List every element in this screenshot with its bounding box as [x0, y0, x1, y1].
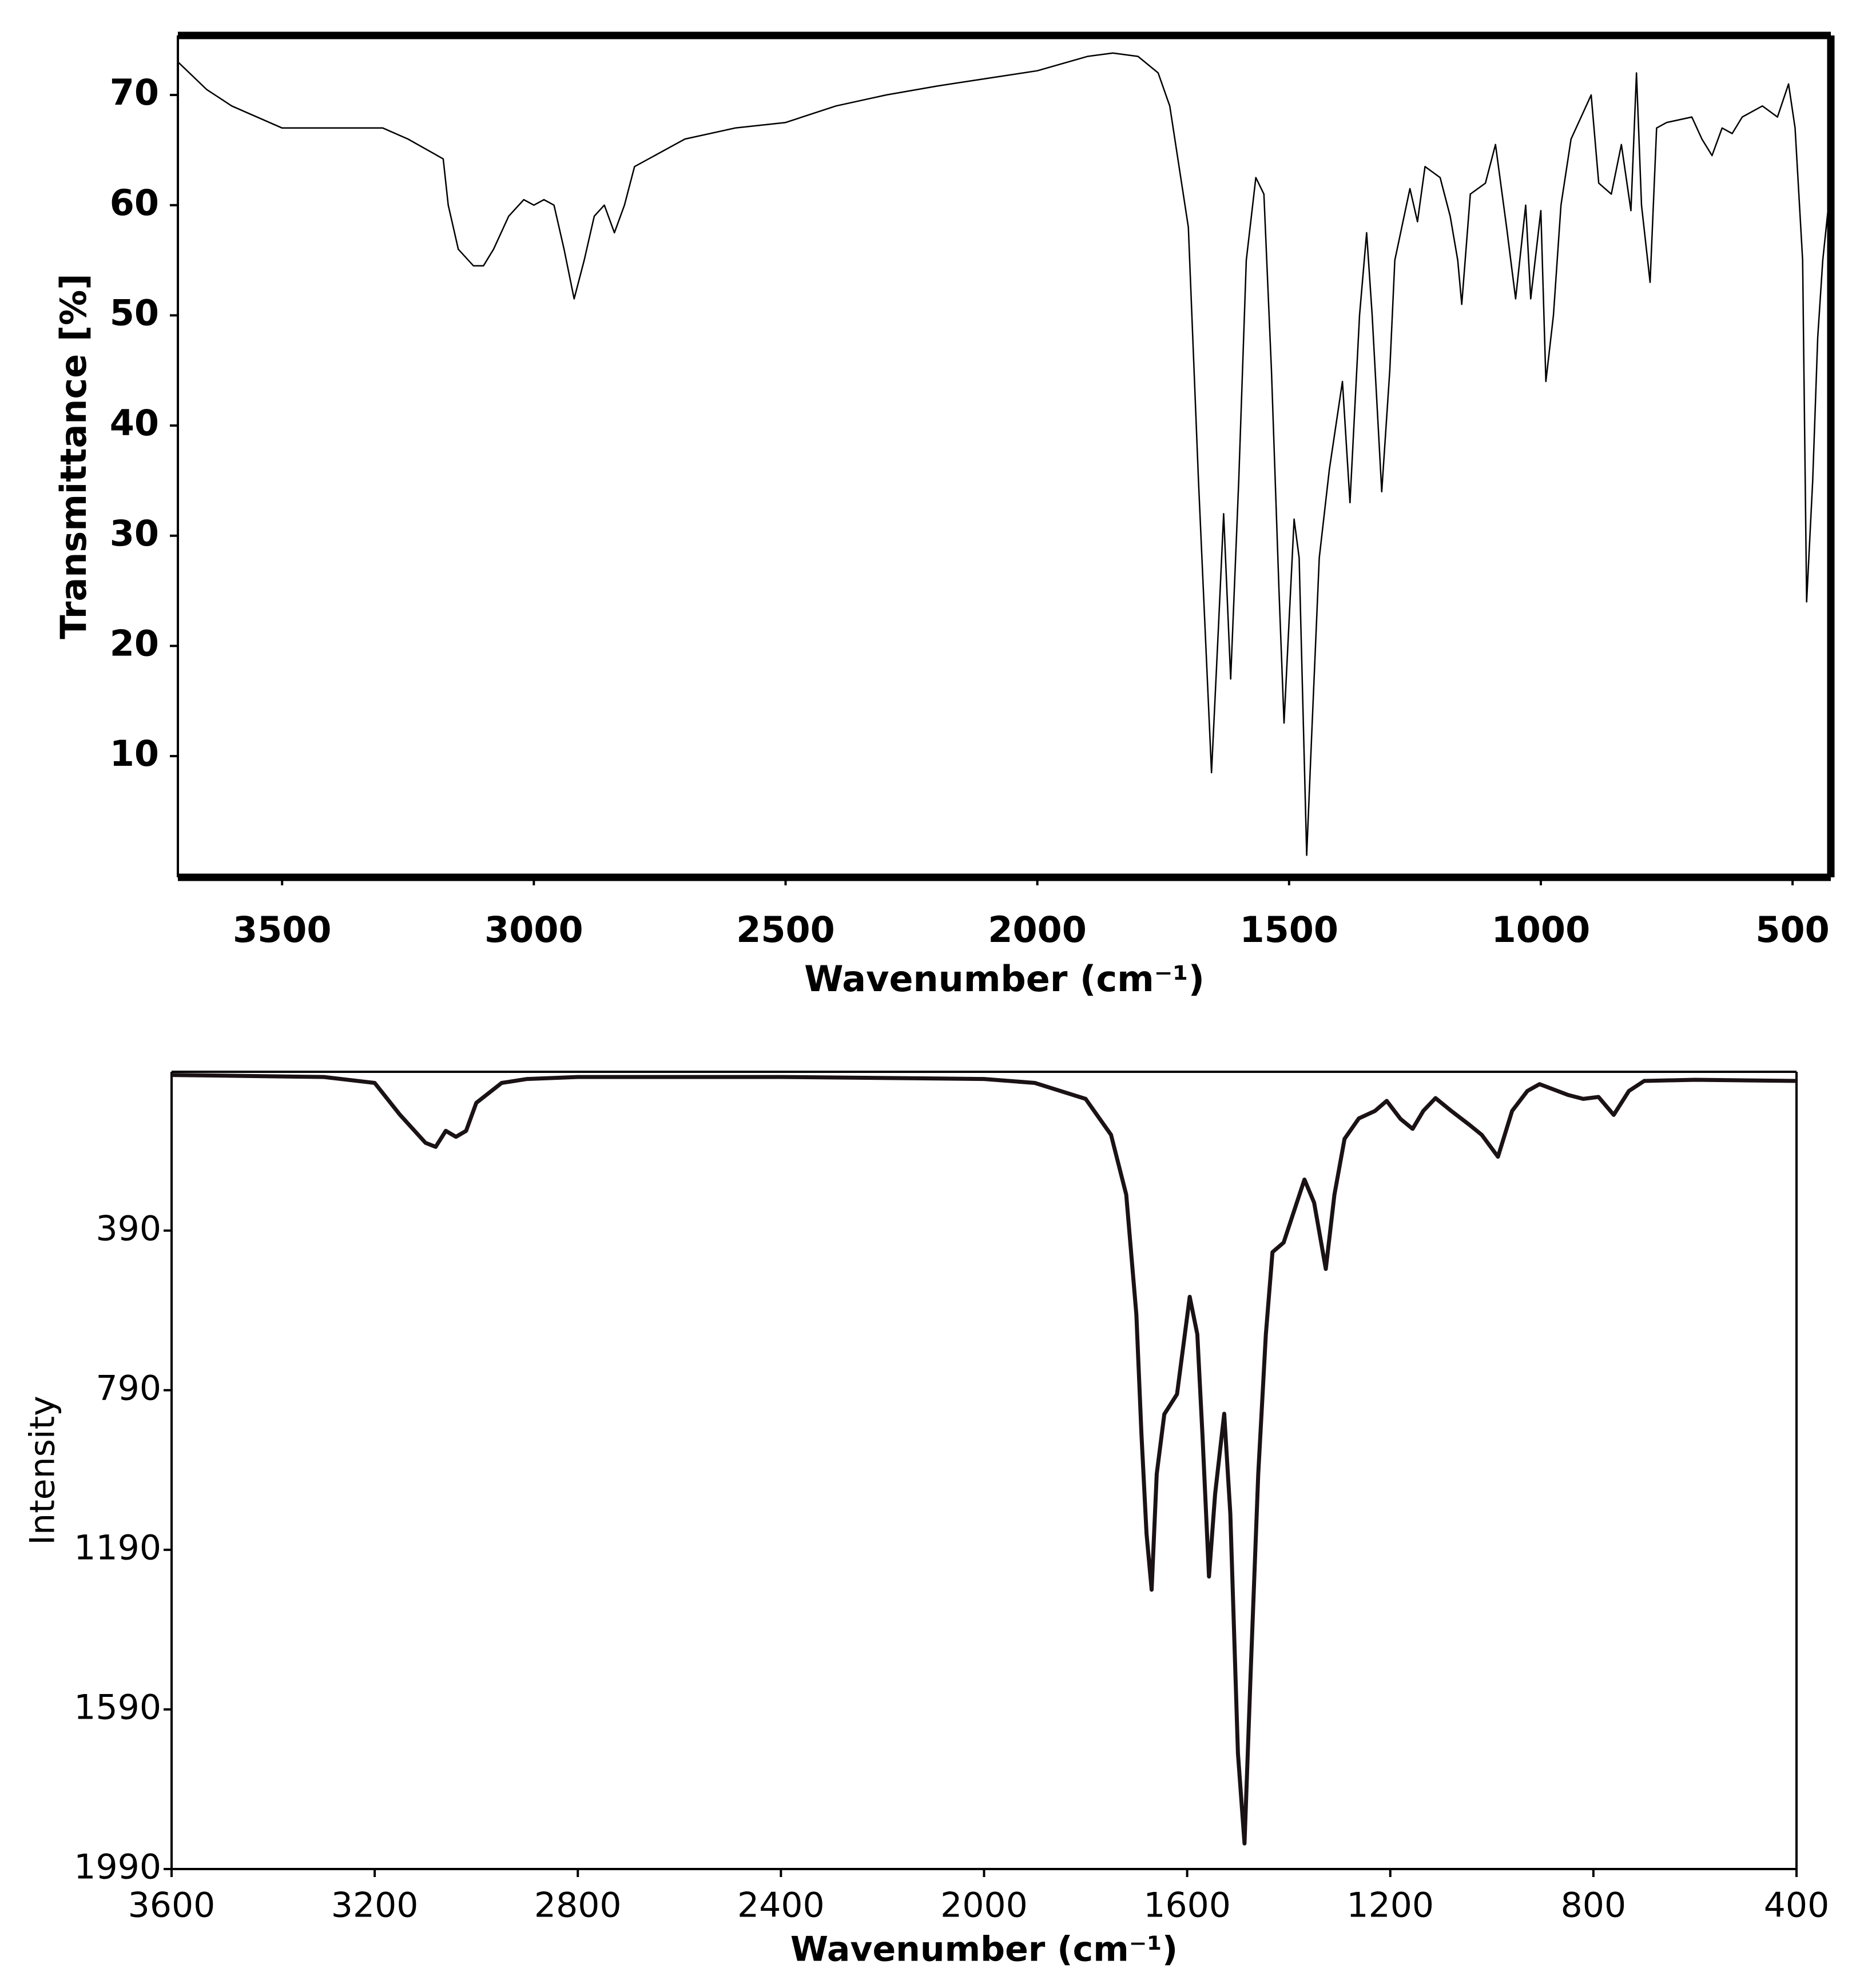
x-tick-label: 1200 [1346, 1886, 1434, 1926]
x-tick-label: 1500 [1240, 909, 1339, 951]
spectrum-line [177, 52, 1832, 856]
y-tick-label: 790 [96, 1368, 161, 1408]
y-axis-label: Intensity [23, 1395, 63, 1545]
x-tick-label: 400 [1764, 1886, 1830, 1926]
x-tick-label: 2800 [534, 1886, 622, 1926]
y-tick-label: 50 [110, 292, 159, 333]
y-tick-label: 1590 [74, 1688, 161, 1728]
y-tick-label: 70 [110, 71, 159, 113]
x-axis-label: Wavenumber (cm⁻¹) [790, 1930, 1178, 1970]
x-tick-label: 800 [1561, 1886, 1627, 1926]
spectrum-line [171, 1073, 1797, 1846]
y-axis-label: Transmittance [%] [53, 273, 94, 639]
y-tick-label: 40 [110, 402, 159, 444]
x-tick-label: 3500 [233, 909, 332, 951]
x-tick-label: 2400 [737, 1886, 825, 1926]
y-tick-label: 1190 [74, 1528, 161, 1568]
x-tick-label: 3600 [128, 1886, 216, 1926]
x-tick-label: 1000 [1492, 909, 1591, 951]
x-tick-label: 3200 [331, 1886, 419, 1926]
x-tick-label: 500 [1755, 909, 1829, 951]
x-axis-label: Wavenumber (cm⁻¹) [804, 958, 1205, 1000]
y-tick-label: 30 [110, 512, 159, 554]
y-tick-label: 10 [110, 733, 159, 774]
y-tick-label: 1990 [74, 1847, 161, 1887]
x-tick-label: 2000 [988, 909, 1087, 951]
y-tick-label: 60 [110, 182, 159, 224]
x-tick-label: 1600 [1143, 1886, 1231, 1926]
x-tick-label: 2500 [736, 909, 835, 951]
y-tick-label: 390 [96, 1208, 161, 1249]
x-tick-label: 3000 [484, 909, 583, 951]
y-tick-label: 20 [110, 622, 159, 664]
x-tick-label: 2000 [940, 1886, 1028, 1926]
